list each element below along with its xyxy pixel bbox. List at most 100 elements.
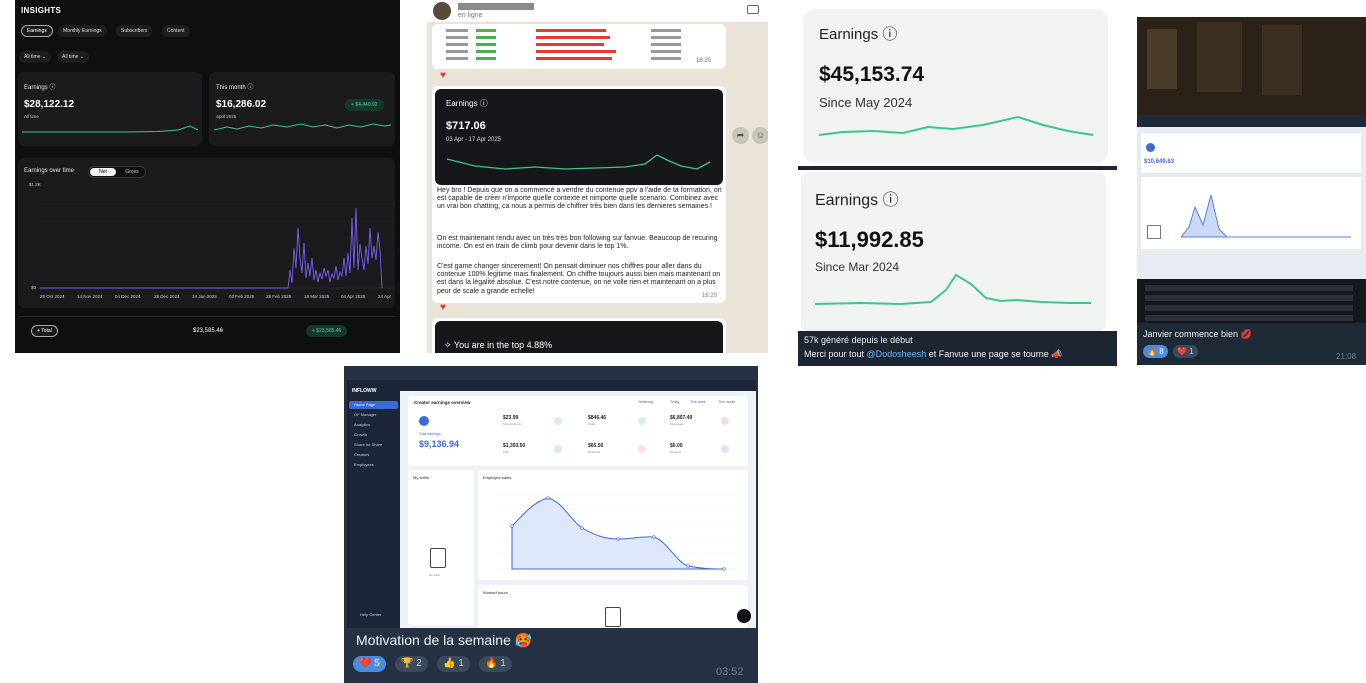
insights-dashboard-screenshot: INSIGHTS Earnings Monthly Earnings Subsc… [15,0,400,353]
this-month-sub: April 2025 [216,114,237,119]
screen-topbar [1137,115,1366,127]
info-icon: ⓘ [49,85,56,91]
earnings-since: Since May 2024 [819,95,913,110]
emoji-icon[interactable]: ☺ [752,127,768,144]
sidebar: INFLOWW Home Page OF Manager Analytics G… [347,380,400,628]
tab-monthly-earnings[interactable]: Monthly Earnings [58,25,107,37]
sidebar-item-home[interactable]: Home Page [349,401,398,409]
toggle-gross[interactable]: Gross [125,169,139,175]
earnings-screenshot: Earnings ⓘ $717.06 03 Apr - 17 Apr 2025 [435,89,723,185]
net-gross-toggle[interactable]: Net Gross [88,166,146,178]
divider [798,166,1117,170]
megaphone-icon: 📣 [1051,349,1063,359]
creator-earnings-overview: Creator earnings overview Yesterday Toda… [408,396,748,466]
info-icon: ⓘ [882,26,898,43]
period-yesterday[interactable]: Yesterday [638,400,654,404]
shifts-empty: No data [429,573,440,577]
message-time: 03:52 [716,666,744,678]
tips-icon [554,445,562,453]
help-center-link[interactable]: Help Center [360,612,382,617]
sidebar-item-of-manager[interactable]: OF Manager [354,412,377,417]
screen-chart-card [1141,177,1361,249]
this-month-label: This month ⓘ [216,85,254,91]
x-tick-1: 14 Nov 2024 [77,294,103,299]
caption-bar: Janvier commence bien 💋 🔥 8 ❤️ 1 21:08 [1137,323,1366,365]
earnings-card-may: Earnings ⓘ $45,153.74 Since May 2024 [803,9,1108,163]
shifts-title: My shifts [413,475,429,480]
sidebar-item-employees[interactable]: Employees [354,462,374,467]
y-tick-zero: $0 [31,285,37,290]
this-month-badge: + $4,440.92 [345,99,384,111]
x-tick-6: 25 Feb 2025 [266,294,292,299]
message-paragraph-2: On est maintenant rendu avec un très trè… [437,235,718,251]
total-filter-button[interactable]: + Total [31,325,58,337]
caption-text: Motivation de la semaine 🥵 [356,632,533,648]
chat-screenshot: en ligne 16:20 ♥ [427,0,768,353]
info-icon: ⓘ [882,192,899,209]
sidebar-item-share-for-share[interactable]: Share for Share [354,442,383,447]
subscriptions-icon [554,417,562,425]
sidebar-item-growth[interactable]: Growth [354,432,367,437]
tab-content[interactable]: Content [162,25,190,37]
stat-posts-label: Posts [588,422,596,426]
infloww-screenshot: INFLOWW Home Page OF Manager Analytics G… [344,366,758,683]
heart-reaction-icon[interactable]: ♥ [440,70,446,81]
earnings-label: Earnings ⓘ [446,99,488,108]
total-value: $23,585.46 [193,328,224,334]
earnings-value: $45,153.74 [819,63,925,86]
chat-support-icon[interactable] [737,609,751,623]
sidebar-item-analytics[interactable]: Analytics [354,422,371,427]
sidebar-item-creators[interactable]: Creators [354,452,370,457]
top-percent-card: ✧ You are in the top 4.88% [435,321,723,353]
period-this-week[interactable]: This week [690,400,706,404]
reaction-fire[interactable]: 🔥 8 [1143,345,1168,358]
filter-range-end[interactable]: All time ⌄ [57,51,89,63]
earnings-sparkline [818,115,1094,136]
reaction-heart[interactable]: ❤️ 1 [1173,345,1198,358]
stat-subscriptions-value: $23.99 [503,415,519,421]
worked-hours-card: Worked hours [478,585,748,628]
video-call-icon[interactable] [747,5,759,14]
tab-subscribers[interactable]: Subscribers [116,25,153,37]
employee-sales-chart [496,493,738,571]
x-tick-7: 18 Mar 2025 [304,294,330,299]
reaction-fire[interactable]: 🔥 1 [479,656,512,672]
earnings-cards-screenshot: Earnings ⓘ $45,153.74 Since May 2024 Ear… [798,0,1117,366]
heart-reaction-icon[interactable]: ♥ [440,302,446,313]
screen-stats-card: $10,649.63 [1141,133,1361,173]
top-percent-bubble: ✧ You are in the top 4.88% [432,318,726,353]
total-badge: + $23,585.46 [306,325,348,337]
laptop-photo: $10,649.63 Janvier commence bien 💋 🔥 8 ❤… [1137,17,1366,365]
my-shifts-card: My shifts No data [408,470,474,625]
earnings-over-time-card: Earnings over time Net Gross $1.2K $0 25… [18,158,395,308]
message-time: 21:08 [1336,352,1357,361]
transactions-list [446,29,681,60]
earnings-sparkline [22,125,199,133]
forward-icon[interactable]: ➦ [732,127,749,144]
earnings-value: $11,992.85 [815,227,924,252]
caption-text: Janvier commence bien 💋 [1143,329,1252,339]
caption-bar: 57k généré depuis le début Merci pour to… [798,331,1117,366]
filter-range-start[interactable]: All time ⌄ [19,51,51,63]
app-window: INFLOWW Home Page OF Manager Analytics G… [347,380,756,628]
sparkle-icon: ✧ [444,340,452,350]
chart-title: Earnings over time [24,168,75,174]
period-today[interactable]: Today [670,400,680,404]
stat-streams-value: $0.00 [670,443,683,449]
period-this-month[interactable]: This month [718,400,736,404]
reaction-thumbs-up[interactable]: 👍 1 [437,656,470,672]
app-topbar [347,380,756,391]
reaction-heart[interactable]: ❤️ 5 [353,656,386,672]
sales-title: Employee sales [483,475,512,480]
divider [18,316,395,317]
toggle-net[interactable]: Net [90,168,116,176]
hot-face-emoji-icon: 🥵 [514,632,533,648]
employee-sales-card: Employee sales [478,470,748,580]
this-month-sparkline [213,123,392,131]
reaction-trophy[interactable]: 🏆 2 [395,656,428,672]
mention-link[interactable]: @Dodosheesh [866,349,927,359]
referrals-icon [638,445,646,453]
caption-line-1: 57k généré depuis le début [804,335,913,345]
earnings-range: 03 Apr - 17 Apr 2025 [446,137,502,143]
tab-earnings[interactable]: Earnings [21,25,53,37]
